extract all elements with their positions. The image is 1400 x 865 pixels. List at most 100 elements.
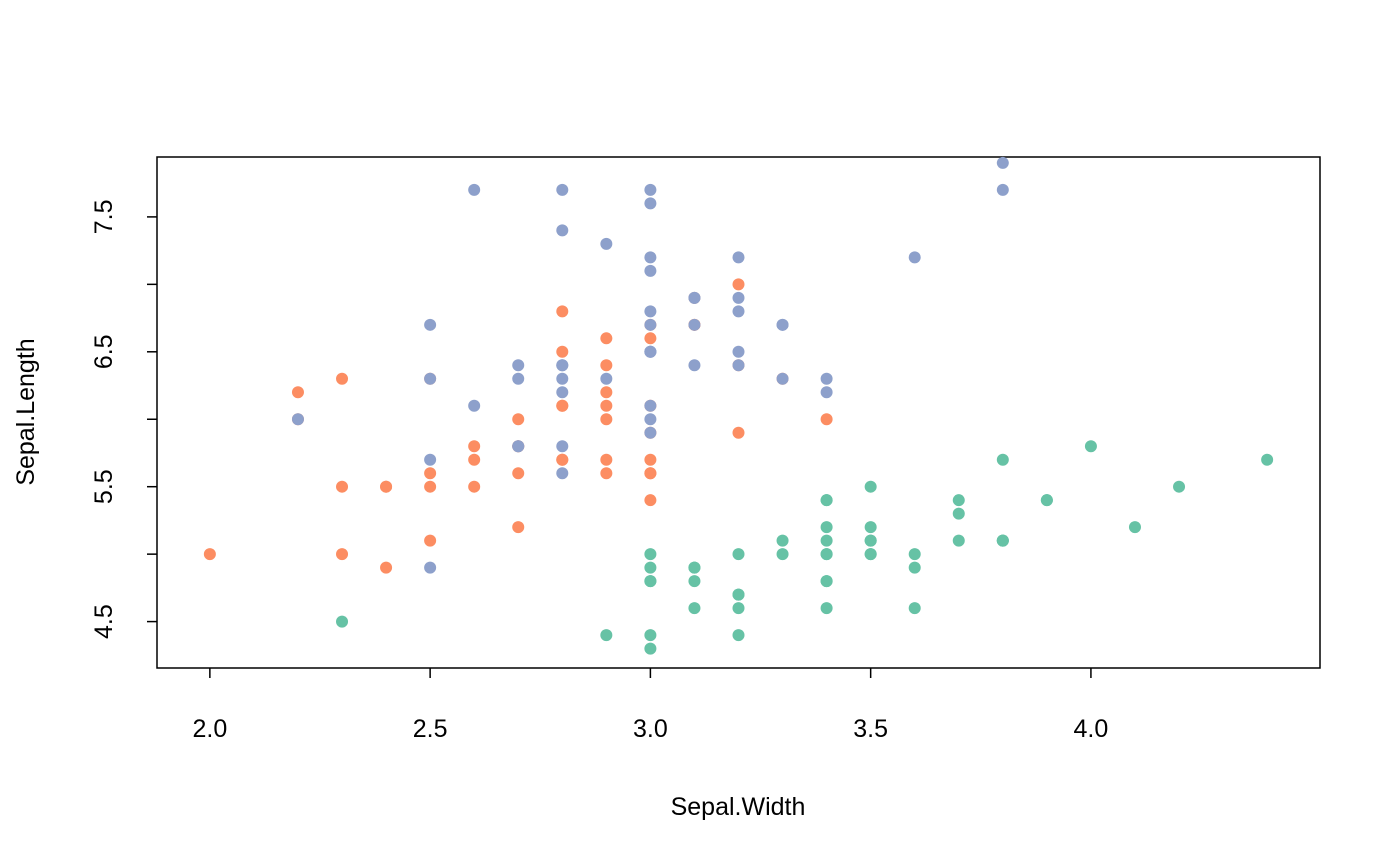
data-point: [688, 561, 701, 574]
data-point: [688, 291, 701, 304]
data-point: [468, 440, 481, 453]
data-point: [644, 251, 657, 264]
data-point: [952, 534, 965, 547]
data-point: [644, 467, 657, 480]
data-point: [688, 602, 701, 615]
data-point: [644, 345, 657, 358]
data-point: [556, 453, 569, 466]
data-point: [732, 629, 745, 642]
data-point: [732, 305, 745, 318]
data-point: [952, 507, 965, 520]
data-point: [336, 615, 349, 628]
data-point: [732, 602, 745, 615]
data-point: [864, 521, 877, 534]
data-point: [291, 413, 304, 426]
data-point: [864, 480, 877, 493]
plot-frame: [156, 156, 1321, 669]
data-point: [732, 588, 745, 601]
data-point: [688, 575, 701, 588]
data-point: [644, 413, 657, 426]
data-point: [820, 548, 833, 561]
data-point: [644, 494, 657, 507]
data-point: [688, 318, 701, 331]
data-point: [644, 183, 657, 196]
data-point: [556, 359, 569, 372]
data-point: [600, 359, 613, 372]
data-point: [468, 453, 481, 466]
data-point: [424, 480, 437, 493]
data-point: [908, 548, 921, 561]
data-point: [203, 548, 216, 561]
data-point: [1040, 494, 1053, 507]
data-point: [864, 548, 877, 561]
data-point: [468, 399, 481, 412]
data-point: [600, 467, 613, 480]
data-point: [644, 629, 657, 642]
data-point: [644, 548, 657, 561]
data-point: [380, 561, 393, 574]
data-point: [996, 453, 1009, 466]
data-point: [600, 332, 613, 345]
data-point: [864, 534, 877, 547]
data-point: [820, 534, 833, 547]
data-point: [336, 480, 349, 493]
data-point: [556, 440, 569, 453]
y-axis-title: Sepal.Length: [12, 338, 40, 485]
data-point: [1173, 480, 1186, 493]
data-point: [776, 548, 789, 561]
data-point: [512, 521, 525, 534]
data-point: [600, 237, 613, 250]
data-point: [512, 372, 525, 385]
data-point: [600, 629, 613, 642]
y-tick-label: 6.5: [90, 334, 118, 369]
data-point: [820, 386, 833, 399]
data-point: [820, 602, 833, 615]
data-point: [556, 183, 569, 196]
data-point: [996, 534, 1009, 547]
data-point: [732, 291, 745, 304]
data-point: [644, 399, 657, 412]
data-point: [644, 264, 657, 277]
data-point: [908, 251, 921, 264]
data-point: [424, 534, 437, 547]
data-point: [512, 413, 525, 426]
data-point: [468, 183, 481, 196]
x-tick-label: 3.0: [633, 715, 668, 743]
data-point: [776, 372, 789, 385]
data-point: [424, 372, 437, 385]
data-point: [512, 440, 525, 453]
data-point: [556, 386, 569, 399]
data-point: [424, 467, 437, 480]
data-point: [776, 534, 789, 547]
data-point: [1261, 453, 1274, 466]
data-point: [644, 318, 657, 331]
axis-ticks: 2.0 2.5 3.0 3.5 4.0 4.5 5.5 6.5 7.5: [90, 200, 1108, 743]
data-point: [556, 372, 569, 385]
x-tick-label: 2.5: [413, 715, 448, 743]
data-point: [380, 480, 393, 493]
data-point: [820, 494, 833, 507]
y-tick-label: 7.5: [90, 200, 118, 235]
data-point: [424, 561, 437, 574]
data-point: [291, 386, 304, 399]
data-point: [908, 602, 921, 615]
data-point: [1084, 440, 1097, 453]
data-points: [203, 156, 1274, 655]
data-point: [644, 575, 657, 588]
data-point: [600, 386, 613, 399]
data-point: [820, 575, 833, 588]
data-point: [600, 453, 613, 466]
data-point: [644, 561, 657, 574]
data-point: [336, 548, 349, 561]
data-point: [600, 372, 613, 385]
data-point: [732, 345, 745, 358]
data-point: [468, 480, 481, 493]
y-tick-label: 5.5: [90, 469, 118, 504]
data-point: [644, 305, 657, 318]
data-point: [688, 359, 701, 372]
data-point: [556, 305, 569, 318]
data-point: [732, 251, 745, 264]
data-point: [732, 278, 745, 291]
data-point: [556, 467, 569, 480]
